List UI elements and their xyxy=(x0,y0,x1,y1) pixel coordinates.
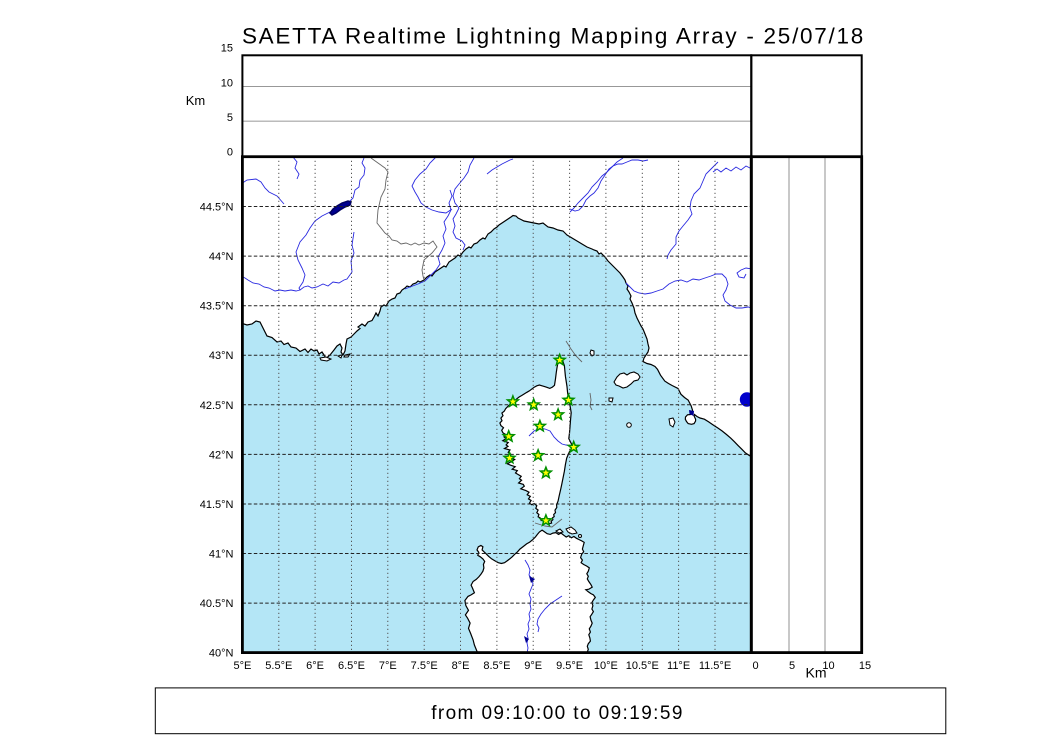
svg-text:42°N: 42°N xyxy=(209,449,234,461)
svg-text:0: 0 xyxy=(227,146,233,158)
svg-text:Km: Km xyxy=(806,665,827,681)
svg-text:5.5°E: 5.5°E xyxy=(265,660,292,672)
svg-text:11.5°E: 11.5°E xyxy=(699,660,731,672)
svg-text:9.5°E: 9.5°E xyxy=(556,660,583,672)
svg-text:5°E: 5°E xyxy=(233,660,251,672)
svg-text:8°E: 8°E xyxy=(452,660,470,672)
svg-text:40°N: 40°N xyxy=(209,648,234,660)
svg-text:from 09:10:00 to 09:19:59: from 09:10:00 to 09:19:59 xyxy=(431,703,684,724)
svg-text:43.5°N: 43.5°N xyxy=(200,301,234,313)
svg-text:43°N: 43°N xyxy=(209,350,234,362)
svg-text:11°E: 11°E xyxy=(667,660,690,672)
svg-text:41°N: 41°N xyxy=(209,549,234,561)
svg-text:Km: Km xyxy=(186,93,206,108)
svg-text:5: 5 xyxy=(227,112,233,124)
svg-text:8.5°E: 8.5°E xyxy=(483,660,510,672)
svg-text:15: 15 xyxy=(859,660,871,672)
svg-text:15: 15 xyxy=(221,43,233,55)
svg-text:10.5°E: 10.5°E xyxy=(626,660,659,672)
svg-text:0: 0 xyxy=(752,660,758,672)
svg-text:10: 10 xyxy=(221,77,233,89)
svg-text:10: 10 xyxy=(822,660,834,672)
svg-text:6°E: 6°E xyxy=(306,660,324,672)
svg-text:10°E: 10°E xyxy=(594,660,618,672)
svg-text:7.5°E: 7.5°E xyxy=(411,660,438,672)
svg-text:44.5°N: 44.5°N xyxy=(200,202,234,214)
svg-text:41.5°N: 41.5°N xyxy=(200,499,234,511)
svg-text:5: 5 xyxy=(789,660,795,672)
svg-text:SAETTA Realtime Lightning Mapp: SAETTA Realtime Lightning Mapping Array … xyxy=(242,24,865,49)
svg-text:7°E: 7°E xyxy=(379,660,397,672)
svg-text:44°N: 44°N xyxy=(209,251,234,263)
svg-text:40.5°N: 40.5°N xyxy=(200,598,234,610)
svg-text:42.5°N: 42.5°N xyxy=(200,400,234,412)
svg-text:9°E: 9°E xyxy=(524,660,542,672)
svg-text:6.5°E: 6.5°E xyxy=(338,660,365,672)
